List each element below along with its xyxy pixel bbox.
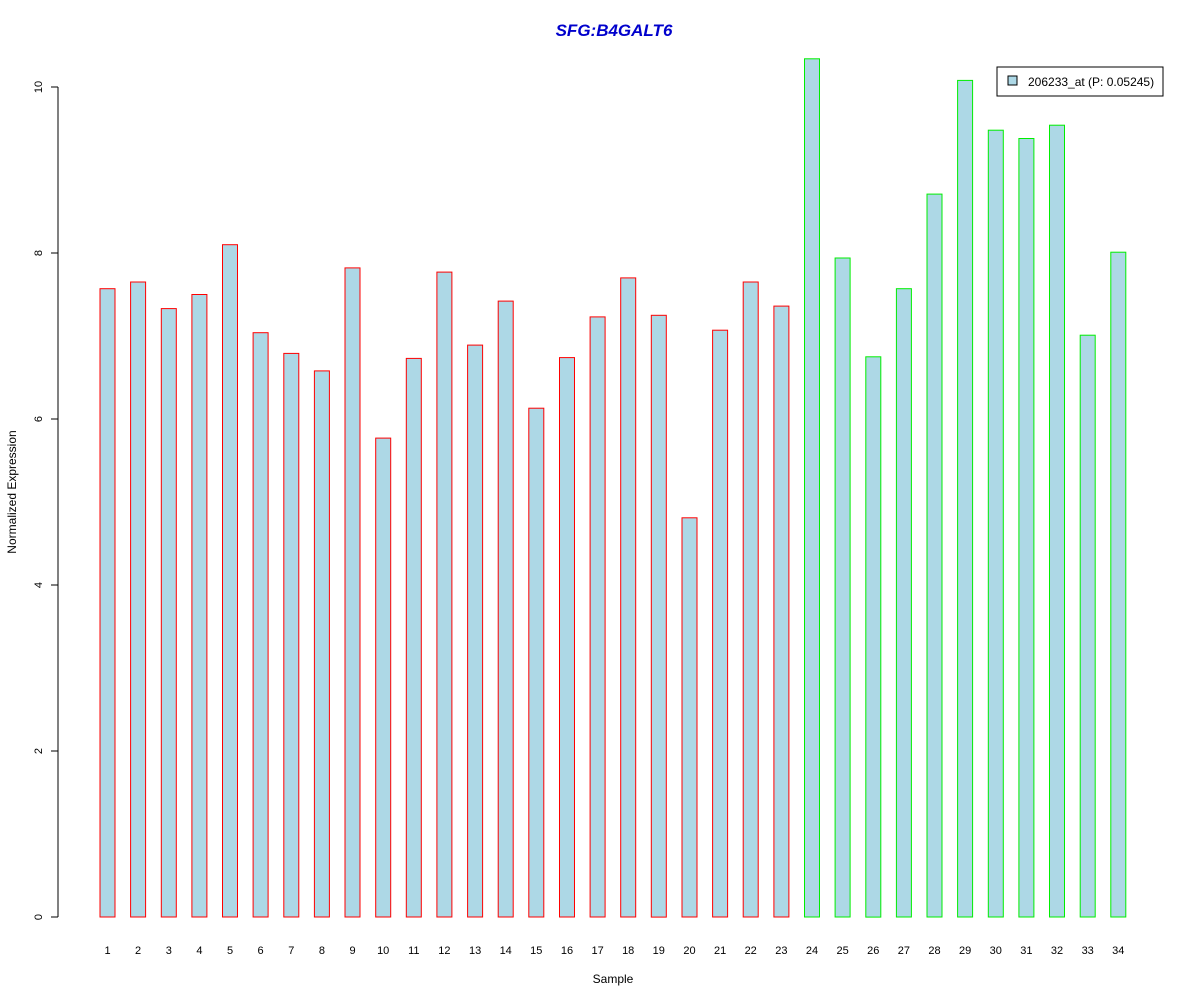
y-axis: 0 2 4 6 8 10 [33,81,59,920]
bar-sample-10 [375,437,392,918]
chart-title: SFG:B4GALT6 [556,21,673,40]
bar-sample-20 [681,517,698,918]
bar-sample-16 [559,357,575,918]
bar-sample-23 [773,305,790,918]
x-tick-label: 21 [714,945,726,957]
legend: 206233_at (P: 0.05245) [996,66,1164,97]
x-tick-label: 19 [653,945,665,957]
x-tick-label: 20 [683,945,695,957]
y-tick-label: 0 [33,914,45,920]
x-axis-label: Sample [593,972,634,986]
bar-sample-2 [130,281,147,918]
bar-sample-28 [926,193,943,918]
bar-sample-22 [742,281,759,918]
bar-sample-11 [405,357,422,918]
bar-sample-15 [528,407,545,918]
x-tick-label: 9 [349,945,355,957]
bar-sample-6 [252,332,269,918]
x-tick-label: 8 [319,945,325,957]
legend-swatch [1007,75,1018,86]
x-tick-label: 26 [867,945,879,957]
legend-box [996,66,1164,97]
x-tick-label: 13 [469,945,481,957]
bar-sample-32 [1049,124,1065,918]
x-tick-label: 7 [288,945,294,957]
bar-sample-31 [1018,138,1035,918]
bar-sample-24 [804,58,820,918]
bar-sample-30 [987,129,1004,918]
bar-sample-26 [865,356,882,918]
bar-sample-18 [620,277,637,918]
bar-sample-13 [467,344,484,918]
y-axis-label: Normalized Expression [5,430,19,553]
bar-sample-9 [344,267,361,918]
x-tick-label: 16 [561,945,573,957]
bar-sample-4 [191,294,208,918]
x-tick-label: 34 [1112,945,1124,957]
x-tick-label: 15 [530,945,542,957]
bar-sample-25 [834,257,851,918]
bar-sample-12 [436,271,453,918]
x-tick-label: 4 [196,945,202,957]
x-tick-label: 3 [166,945,172,957]
y-tick-label: 8 [33,250,45,256]
x-tick-label: 14 [500,945,512,957]
bar-sample-34 [1110,251,1127,918]
bar-sample-19 [650,314,667,918]
x-tick-label: 1 [104,945,110,957]
x-tick-label: 24 [806,945,818,957]
y-tick-label: 2 [33,748,45,754]
x-tick-labels: 1 2 3 4 5 6 7 8 9 10 11 12 13 14 15 16 17 18 19 20 21 22 23 24 2… [104,945,1124,957]
bar-sample-29 [957,79,974,918]
bars-group [99,58,1127,918]
bar-sample-27 [895,288,912,918]
bar-sample-8 [313,370,330,918]
x-tick-label: 23 [775,945,787,957]
x-tick-label: 30 [990,945,1002,957]
y-tick-label: 4 [33,582,45,588]
bar-sample-1 [99,288,116,918]
x-tick-label: 31 [1020,945,1032,957]
x-tick-label: 11 [408,945,419,957]
x-tick-label: 2 [135,945,141,957]
x-tick-label: 17 [591,945,603,957]
x-tick-label: 32 [1051,945,1063,957]
x-tick-label: 10 [377,945,389,957]
bar-sample-17 [589,316,606,918]
x-tick-label: 29 [959,945,971,957]
x-tick-label: 28 [928,945,940,957]
bar-sample-5 [222,244,238,918]
x-tick-label: 33 [1082,945,1094,957]
bar-sample-33 [1079,334,1096,918]
x-tick-label: 22 [745,945,757,957]
x-tick-label: 5 [227,945,233,957]
x-tick-label: 27 [898,945,910,957]
bar-sample-7 [283,352,300,918]
y-tick-label: 6 [33,416,45,422]
bar-sample-3 [160,308,177,918]
bar-sample-21 [712,329,729,918]
x-tick-label: 12 [438,945,450,957]
x-tick-label: 6 [258,945,264,957]
x-tick-label: 25 [836,945,848,957]
x-tick-label: 18 [622,945,634,957]
y-tick-label: 10 [33,81,45,93]
bar-sample-14 [497,300,514,918]
legend-label: 206233_at (P: 0.05245) [1028,75,1154,89]
